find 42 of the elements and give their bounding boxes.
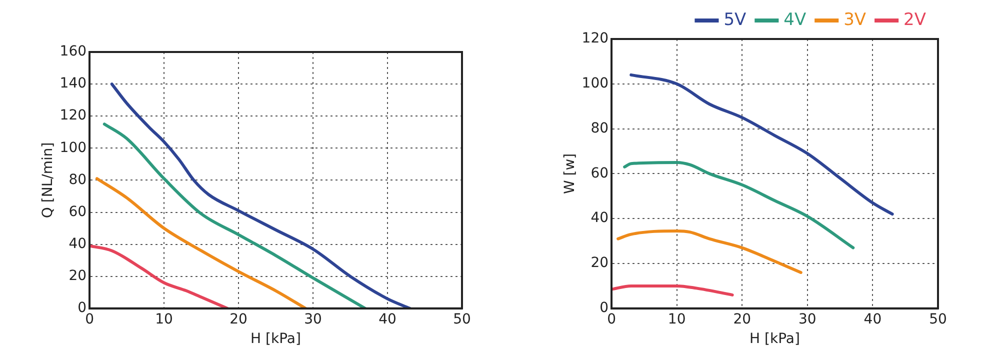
- x-axis-title: H [kPa]: [250, 331, 301, 348]
- line-series: [623, 160, 855, 250]
- x-tick-label: 10: [155, 311, 173, 328]
- line-series: [110, 82, 412, 308]
- legend-label: 5V: [724, 10, 747, 30]
- y-tick-label: 40: [590, 210, 609, 226]
- y-axis-title: Q [NL/min]: [40, 142, 56, 218]
- x-tick-label: 20: [230, 311, 248, 328]
- y-tick-label: 60: [590, 165, 609, 182]
- legend-label: 2V: [904, 10, 926, 30]
- x-axis-title: H [kPa]: [750, 331, 800, 348]
- y-tick-label: 40: [68, 236, 87, 252]
- x-tick-label: 30: [304, 311, 322, 328]
- y-tick-label: 120: [60, 108, 87, 124]
- line-series: [616, 229, 802, 274]
- y-tick-label: 20: [68, 268, 87, 284]
- x-tick-label: 30: [798, 311, 816, 328]
- y-tick-label: 80: [590, 120, 609, 136]
- y-axis-title: W [w]: [562, 153, 578, 194]
- y-tick-label: 140: [60, 76, 87, 92]
- y-tick-label: 80: [68, 172, 87, 188]
- y-tick-label: 160: [60, 44, 87, 60]
- x-tick-label: 10: [668, 311, 686, 328]
- legend-label: 3V: [844, 10, 866, 30]
- line-series: [90, 244, 229, 308]
- y-tick-label: 0: [78, 300, 87, 316]
- y-tick-label: 20: [590, 255, 609, 272]
- y-tick-label: 100: [60, 140, 87, 156]
- y-tick-label: 100: [582, 76, 609, 92]
- line-series: [95, 177, 308, 308]
- line-series: [102, 122, 367, 308]
- y-tick-label: 120: [582, 30, 609, 47]
- line-series: [612, 284, 734, 296]
- y-tick-label: 0: [600, 300, 609, 316]
- x-tick-label: 50: [929, 311, 947, 328]
- legend-label: 4V: [784, 10, 806, 30]
- line-series: [630, 73, 894, 216]
- y-tick-label: 60: [68, 204, 87, 220]
- x-tick-label: 40: [378, 311, 396, 328]
- x-tick-label: 20: [733, 311, 752, 328]
- x-tick-label: 50: [453, 311, 471, 328]
- x-tick-label: 40: [864, 311, 882, 328]
